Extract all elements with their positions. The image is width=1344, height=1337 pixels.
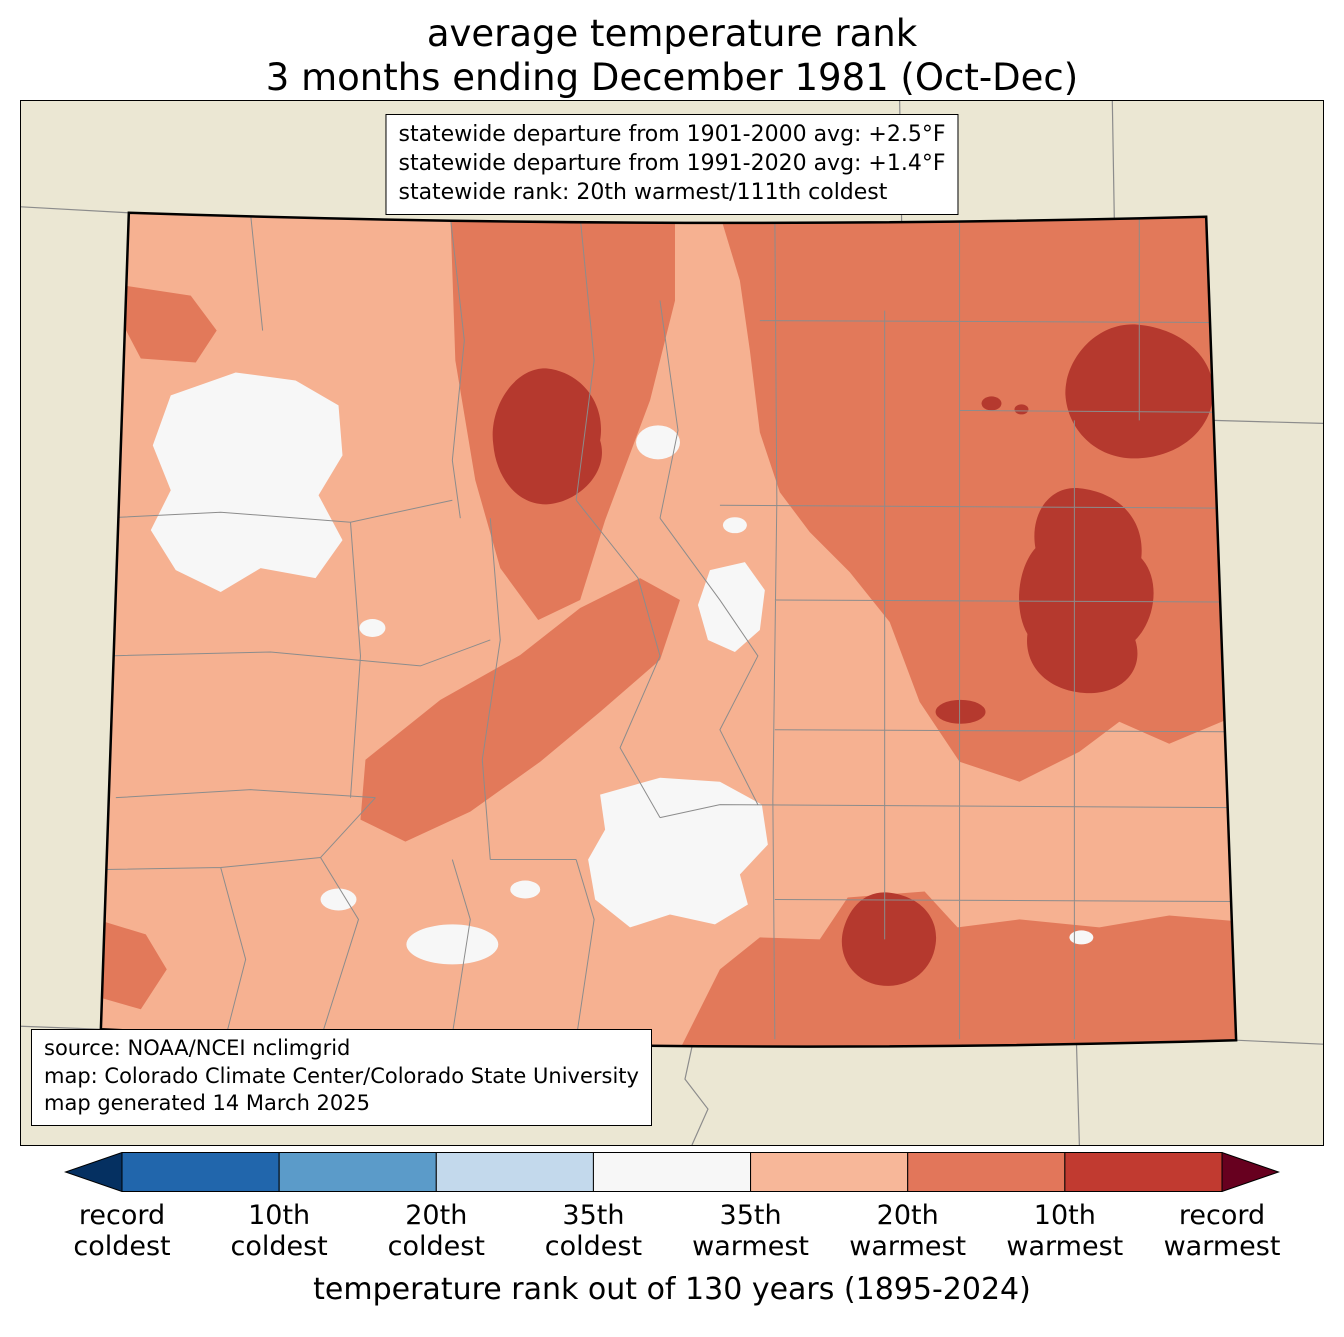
region-20th-warmest (100, 212, 1237, 1047)
page-subtitle: 3 months ending December 1981 (Oct-Dec) (265, 55, 1079, 99)
colorbar-segment (435, 1152, 594, 1192)
near-normal-blob (359, 619, 386, 637)
warm10-blob (935, 699, 986, 724)
region-10th-warmest (492, 324, 1214, 986)
colorbar-tick-label: 20th coldest (387, 1200, 485, 1263)
colorbar-tick-label: 35th coldest (544, 1200, 643, 1263)
colorbar-axis-label: temperature rank out of 130 years (1895-… (313, 1272, 1031, 1307)
near-normal-blob (320, 888, 357, 911)
stat-departure-1901-2000: statewide departure from 1901-2000 avg: … (398, 122, 946, 147)
near-normal-blob (1069, 930, 1094, 945)
warm10-blob (492, 324, 1214, 986)
region-near-normal (150, 372, 1094, 965)
colorbar-segment (278, 1152, 437, 1192)
stat-departure-1991-2020: statewide departure from 1991-2020 avg: … (398, 151, 946, 177)
colorado-map (21, 101, 1323, 1145)
near-normal-blob (722, 517, 747, 534)
colorbar-tick-label: record warmest (1163, 1200, 1281, 1263)
colorbar-tick-label: 20th warmest (849, 1200, 967, 1263)
warm10-blob (981, 396, 1002, 411)
source-attribution-box: source: NOAA/NCEI nclimgrid map: Colorad… (31, 1028, 652, 1126)
map-generated-line: map generated 14 March 2025 (44, 1091, 371, 1116)
near-normal-blob (636, 425, 680, 460)
colorbar-area: record coldest 10th coldest 20th coldest 35th c… (0, 1152, 1344, 1307)
colorbar-tick-label: record coldest (73, 1200, 171, 1263)
map-credit-line: map: Colorado Climate Center/Colorado St… (44, 1063, 639, 1088)
stat-statewide-rank: statewide rank: 20th warmest/111th colde… (398, 180, 888, 206)
colorbar-segment (592, 1152, 752, 1192)
colorbar-tick-label: 35th warmest (692, 1200, 809, 1263)
title-block: average temperature rank 3 months ending… (0, 12, 1344, 99)
colorbar-tick-label: 10th coldest (230, 1200, 328, 1263)
colorbar-tick-labels: record coldest 10th coldest 20th coldest 35th c… (64, 1200, 1280, 1266)
near-normal-blob (510, 880, 541, 899)
county-boundaries (100, 214, 1237, 1040)
colorbar-left-arrow (64, 1152, 123, 1192)
colorbar-segment (907, 1152, 1066, 1192)
colorbar-tick-label: 10th warmest (1006, 1200, 1124, 1263)
colorbar-right-arrow (1221, 1152, 1280, 1192)
map-panel: statewide departure from 1901-2000 avg: … (20, 100, 1324, 1146)
source-line: source: NOAA/NCEI nclimgrid (44, 1035, 351, 1060)
statewide-stats-box: statewide departure from 1901-2000 avg: … (385, 114, 959, 216)
colorbar-segment (121, 1152, 280, 1192)
warm10-blob (1014, 404, 1029, 415)
colorbar (64, 1152, 1280, 1192)
near-normal-blob (406, 924, 499, 965)
colorbar-segment (750, 1152, 909, 1192)
page-title: average temperature rank (426, 12, 918, 55)
near-normal-blob (150, 372, 768, 928)
colorbar-segment (1064, 1152, 1223, 1192)
